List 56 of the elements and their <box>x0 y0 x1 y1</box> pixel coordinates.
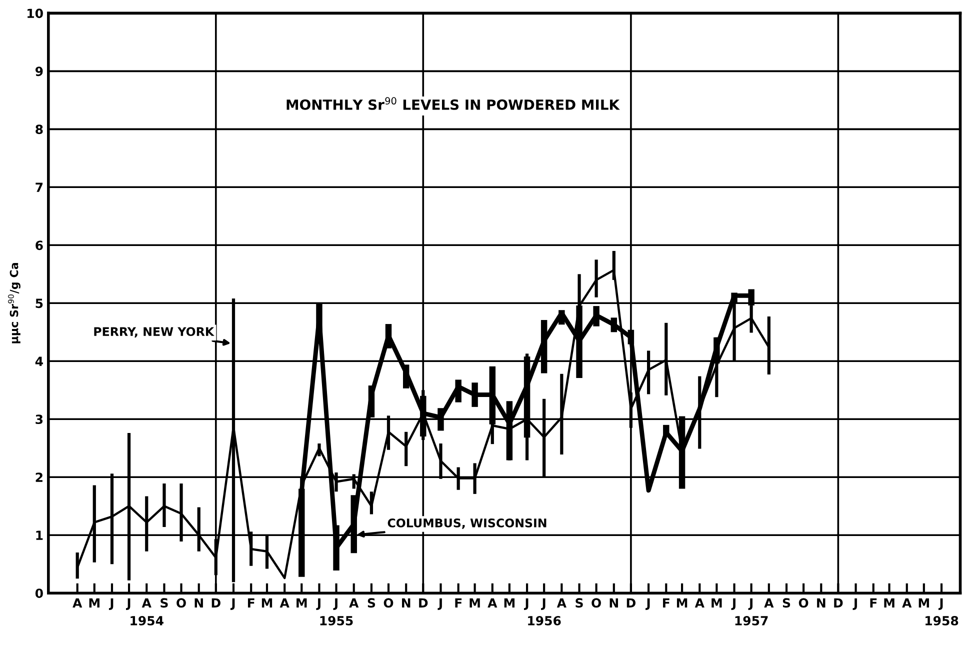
y-tick-label: 6 <box>36 240 43 250</box>
x-tick-label: D <box>626 598 636 608</box>
x-tick-label: J <box>524 598 528 610</box>
x-tick-label: N <box>402 598 410 608</box>
x-tick-label: D <box>834 598 843 608</box>
x-tick-label: M <box>262 598 272 608</box>
y-tick-label: 1 <box>36 530 43 540</box>
y-tick-label: 2 <box>36 472 42 482</box>
text: MONTHLY Sr$^{90}$ LEVELS IN POWDERED MILK <box>286 97 620 110</box>
x-tick-label: A <box>902 598 912 608</box>
y-tick-label: 8 <box>36 124 43 134</box>
y-tick-label: 10 <box>28 8 43 18</box>
x-tick-label: J <box>852 598 857 610</box>
y-tick-label: 4 <box>35 356 43 366</box>
x-tick-label: N <box>610 598 618 608</box>
x-tick-label: A <box>488 598 498 608</box>
x-tick-label: O <box>798 598 808 608</box>
x-tick-label: J <box>230 598 235 610</box>
y-tick-label: 5 <box>36 298 43 308</box>
x-tick-label: M <box>712 598 722 608</box>
x-tick-label: J <box>316 598 320 610</box>
x-tick-label: M <box>676 598 688 608</box>
x-tick-label: O <box>592 598 601 608</box>
x-tick-label: S <box>782 598 790 608</box>
x-tick-label: S <box>576 598 583 608</box>
x-tick-label: A <box>280 598 290 608</box>
x-tick-label: A <box>694 598 704 608</box>
x-tick-label: M <box>89 598 100 608</box>
x-tick-label: N <box>194 598 203 608</box>
annotation: COLUMBUS, WISCONSIN <box>388 518 546 529</box>
x-tick-label: M <box>504 598 515 608</box>
x-tick-label: O <box>176 598 186 608</box>
x-tick-label: D <box>419 598 428 608</box>
y-tick-label: 0 <box>35 588 43 598</box>
y-tick-label: 9 <box>35 66 43 76</box>
x-tick-label: M <box>884 598 894 608</box>
x-tick-label: M <box>470 598 480 608</box>
x-tick-label: J <box>108 598 114 610</box>
x-tick-label: J <box>126 598 130 610</box>
x-tick-label: A <box>72 598 82 608</box>
annotation: PERRY, NEW YORK <box>94 327 214 338</box>
x-tick-label: J <box>438 598 442 610</box>
x-tick-label: N <box>817 598 826 608</box>
x-tick-label: F <box>455 598 462 608</box>
y-axis-title: μμc Sr$^{90}$/g Ca <box>8 262 20 344</box>
x-tick-label: S <box>368 598 376 608</box>
x-tick-label: J <box>731 598 736 610</box>
y-tick-label: 7 <box>36 182 43 192</box>
x-tick-label: D <box>212 598 220 608</box>
x-tick-label: O <box>384 598 394 608</box>
x-tick-label: M <box>296 598 307 608</box>
x-tick-label: F <box>870 598 877 608</box>
y-tick-label: 3 <box>36 414 43 424</box>
x-tick-label: J <box>646 598 650 610</box>
x-tick-label: F <box>248 598 254 608</box>
x-tick-label: F <box>663 598 670 608</box>
